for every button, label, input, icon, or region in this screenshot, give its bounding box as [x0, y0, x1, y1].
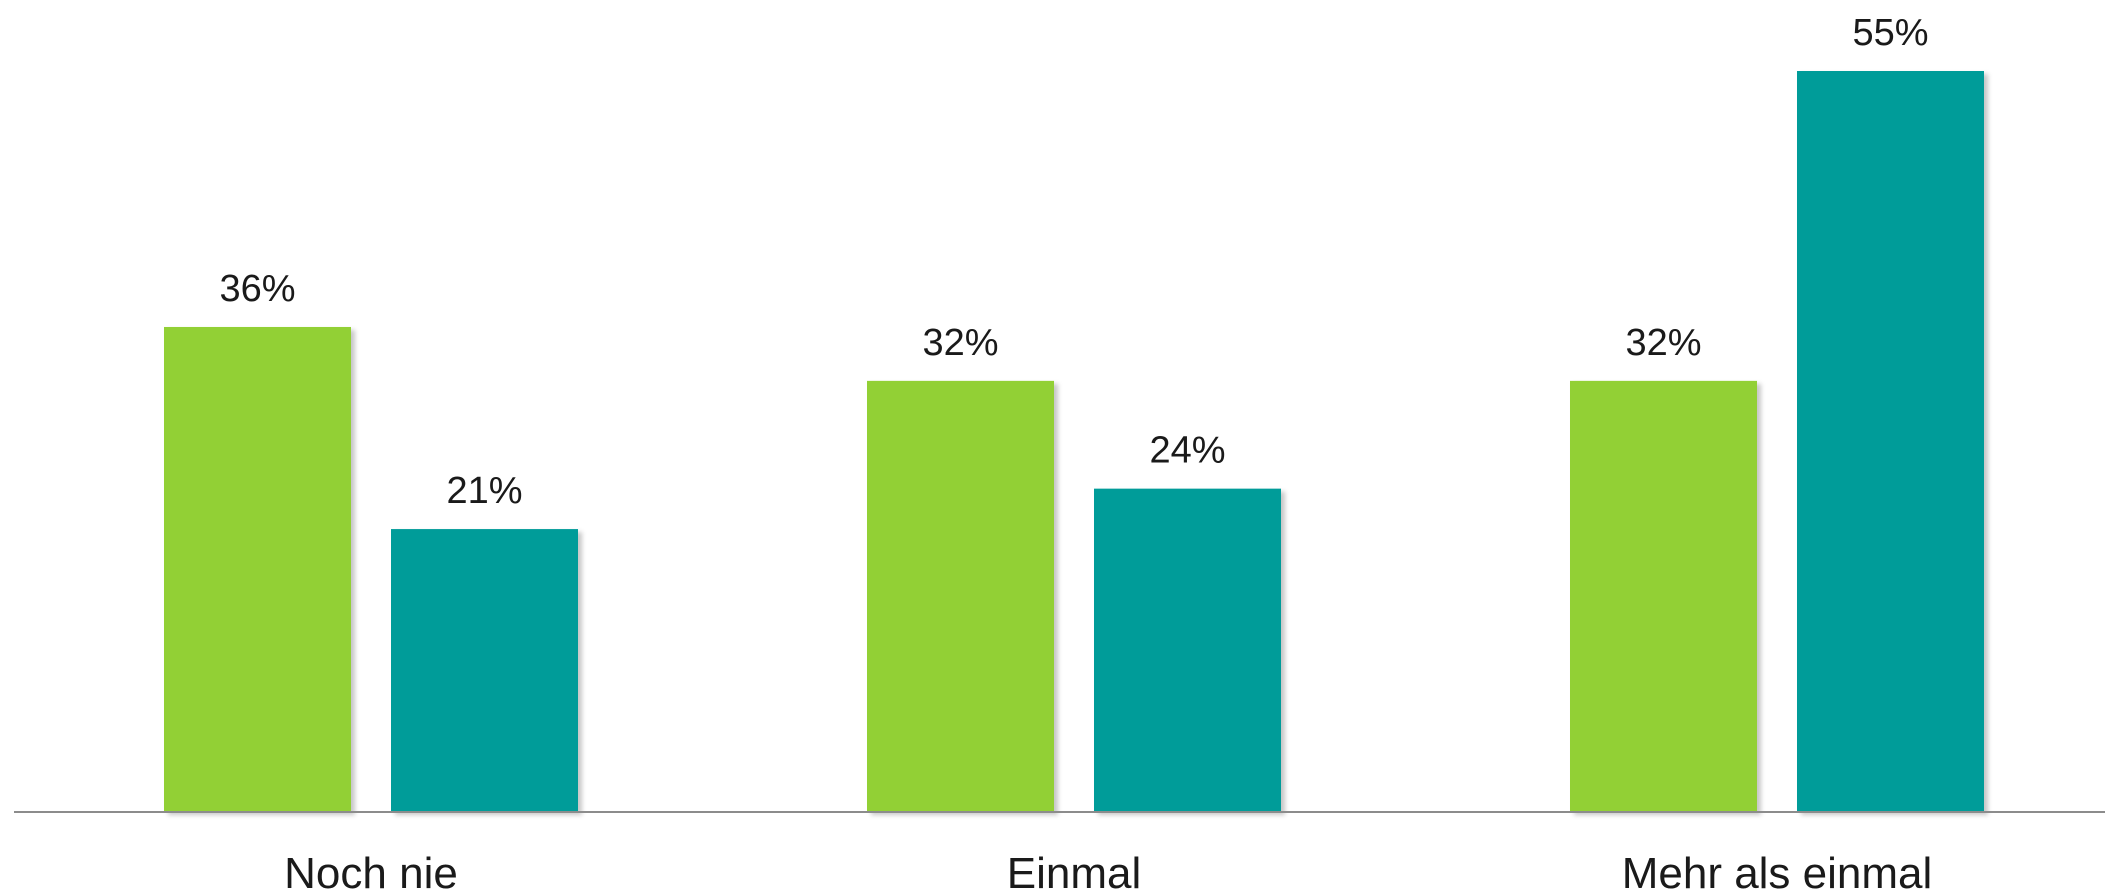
data-label: 32%: [922, 322, 998, 364]
bar-mehr-als-einmal-series-2: [1797, 71, 1984, 812]
bar-mehr-als-einmal-series-1: [1570, 380, 1757, 812]
data-label: 55%: [1852, 12, 1928, 54]
category-label: Noch nie: [284, 849, 458, 894]
bar-einmal-series-1: [867, 380, 1054, 812]
data-label: 36%: [219, 268, 295, 310]
data-label: 32%: [1625, 322, 1701, 364]
labels-layer: 36% 21% Noch nie 32% 24% Einmal 32% 55% Mehr als…: [219, 12, 1932, 894]
category-label: Einmal: [1007, 849, 1142, 894]
bar-noch-nie-series-1: [164, 326, 351, 812]
bar-einmal-series-2: [1094, 488, 1281, 812]
data-label: 24%: [1149, 430, 1225, 472]
category-label: Mehr als einmal: [1622, 849, 1933, 894]
data-label: 21%: [446, 470, 522, 512]
bars-layer: [164, 71, 1984, 812]
bar-noch-nie-series-2: [391, 529, 578, 812]
